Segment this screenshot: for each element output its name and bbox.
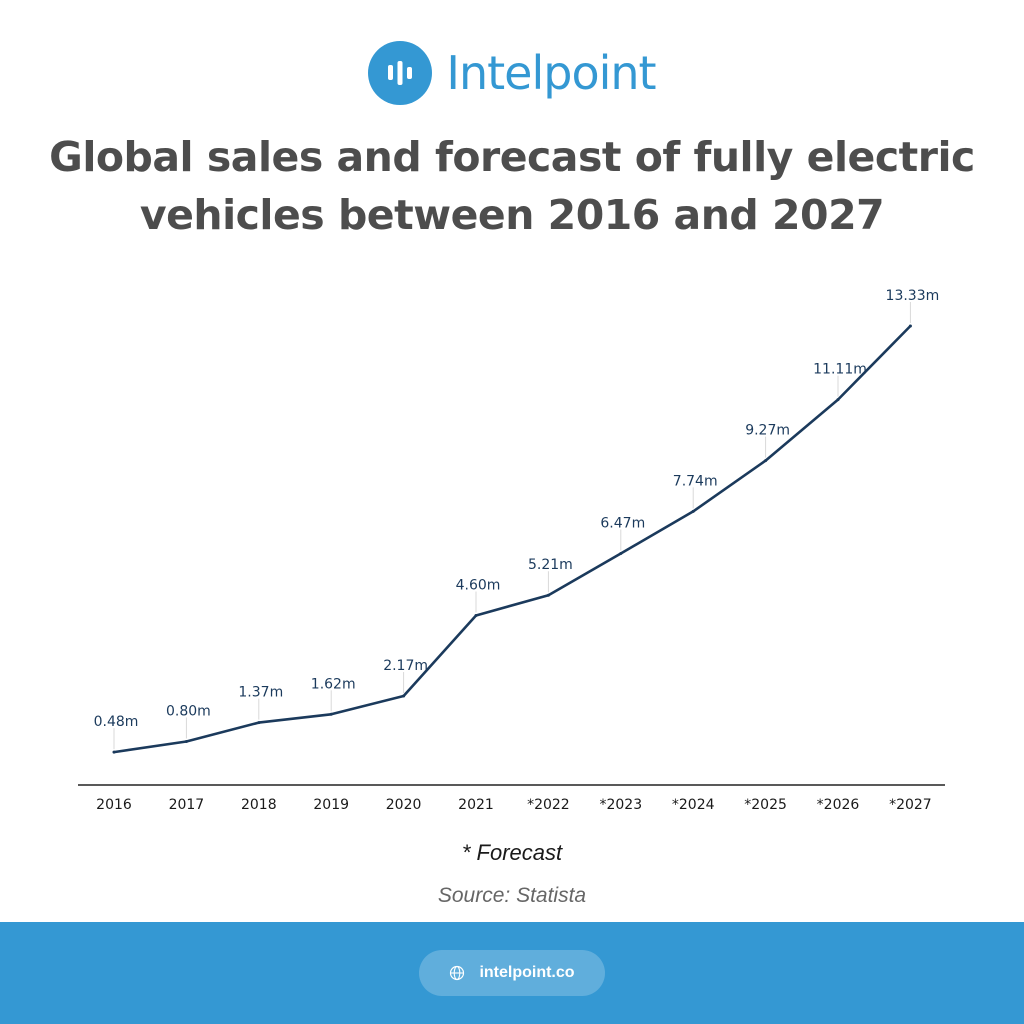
website-link[interactable]: intelpoint.co xyxy=(419,950,605,996)
data-point xyxy=(836,398,840,402)
bar-chart-icon xyxy=(368,41,433,105)
x-tick-label: 2021 xyxy=(458,797,494,813)
data-label: 7.74m xyxy=(673,473,718,489)
x-tick-label: *2023 xyxy=(599,797,642,813)
data-label: 4.60m xyxy=(456,577,501,593)
data-label: 0.80m xyxy=(166,703,211,719)
data-point xyxy=(257,721,261,725)
data-label: 1.37m xyxy=(238,685,283,701)
x-tick-label: *2026 xyxy=(817,797,860,813)
website-link-label: intelpoint.co xyxy=(479,964,575,981)
forecast-footnote: * Forecast xyxy=(461,840,563,865)
brand-header: Intelpoint xyxy=(0,38,1024,108)
x-tick-label: 2018 xyxy=(241,797,277,813)
data-label: 0.48m xyxy=(94,714,139,730)
data-label: 2.17m xyxy=(383,658,428,674)
x-tick-label: *2025 xyxy=(744,797,787,813)
data-point xyxy=(184,739,188,743)
x-tick-label: 2019 xyxy=(313,797,349,813)
x-tick-label: *2022 xyxy=(527,797,570,813)
data-label: 1.62m xyxy=(311,676,356,692)
chart-title: Global sales and forecast of fully elect… xyxy=(49,133,975,239)
data-point xyxy=(112,750,116,754)
data-point xyxy=(474,613,478,617)
data-label: 13.33m xyxy=(886,288,940,304)
series-line xyxy=(112,324,912,754)
x-tick-label: *2024 xyxy=(672,797,715,813)
data-label: 6.47m xyxy=(600,515,645,531)
data-point xyxy=(619,551,623,555)
data-label: 11.11m xyxy=(813,362,867,378)
data-label: 5.21m xyxy=(528,557,573,573)
source-note: Source: Statista xyxy=(437,884,587,907)
line-chart: 0.48m 0.80m 1.37m 1.62m 2.17m 4.60m 5.21m 6.47m… xyxy=(78,288,945,813)
data-point xyxy=(908,324,912,328)
footer-bar xyxy=(0,922,1024,1024)
x-tick-label: *2027 xyxy=(889,797,932,813)
globe-icon xyxy=(450,965,465,981)
data-point xyxy=(691,509,695,513)
x-tick-label: 2016 xyxy=(96,797,132,813)
data-point xyxy=(402,694,406,698)
data-point xyxy=(546,593,550,597)
data-point xyxy=(764,459,768,463)
x-tick-label: 2017 xyxy=(169,797,205,813)
data-point xyxy=(329,712,333,716)
brand-name: Intelpoint xyxy=(446,46,656,100)
x-tick-label: 2020 xyxy=(386,797,422,813)
data-label: 9.27m xyxy=(745,423,790,439)
